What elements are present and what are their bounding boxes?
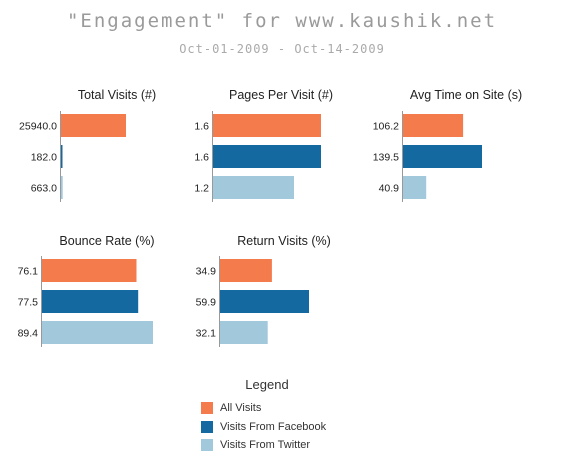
legend-label-facebook: Visits From Facebook xyxy=(220,421,327,433)
chart-5-value-label-2: 59.9 xyxy=(196,297,217,309)
chart-4-bar-1 xyxy=(42,259,137,282)
chart-4-value-label-1: 76.1 xyxy=(18,266,39,278)
chart-2-value-label-1: 1.6 xyxy=(194,121,209,133)
legend-swatch-all-visits xyxy=(201,402,213,414)
chart-1-value-label-2: 182.0 xyxy=(31,152,57,164)
legend-label-twitter: Visits From Twitter xyxy=(220,439,311,451)
chart-3-value-label-1: 106.2 xyxy=(373,121,399,133)
chart-1-bar-2 xyxy=(61,145,63,168)
chart-5-bar-2 xyxy=(220,290,309,313)
legend-swatch-facebook xyxy=(201,421,213,433)
chart-1-bar-3 xyxy=(61,176,63,199)
chart-3-title: Avg Time on Site (s) xyxy=(410,88,522,102)
chart-1-value-label-1: 25940.0 xyxy=(19,121,57,133)
chart-3-bar-3 xyxy=(403,176,427,199)
legend-title: Legend xyxy=(245,377,289,392)
chart-4-value-label-3: 89.4 xyxy=(18,328,39,340)
chart-5-bar-1 xyxy=(220,259,272,282)
date-range: Oct-01-2009 - Oct-14-2009 xyxy=(179,42,385,56)
legend-item-twitter: Visits From Twitter xyxy=(201,438,310,452)
chart-4-title: Bounce Rate (%) xyxy=(59,234,154,248)
chart-3-value-label-3: 40.9 xyxy=(379,183,400,195)
legend-label-all-visits: All Visits xyxy=(220,402,262,414)
chart-2-value-label-2: 1.6 xyxy=(194,152,209,164)
legend-item-all-visits: All Visits xyxy=(201,401,261,415)
chart-4-bar-3 xyxy=(42,321,153,344)
chart-4-value-label-2: 77.5 xyxy=(18,297,39,309)
chart-3-value-label-2: 139.5 xyxy=(373,152,399,164)
chart-5-title: Return Visits (%) xyxy=(237,234,331,248)
chart-5-value-label-1: 34.9 xyxy=(196,266,217,278)
chart-1-bar-1 xyxy=(61,114,126,137)
chart-2-bar-2 xyxy=(213,145,321,168)
chart-5-value-label-3: 32.1 xyxy=(196,328,217,340)
chart-2-value-label-3: 1.2 xyxy=(194,183,209,195)
chart-1-value-label-3: 663.0 xyxy=(31,183,57,195)
legend-swatch-twitter xyxy=(201,439,213,451)
chart-2-title: Pages Per Visit (#) xyxy=(229,88,333,102)
chart-2-bar-3 xyxy=(213,176,294,199)
chart-1-title: Total Visits (#) xyxy=(78,88,156,102)
chart-2-bar-1 xyxy=(213,114,321,137)
chart-3-bar-2 xyxy=(403,145,482,168)
page-title: "Engagement" for www.kaushik.net xyxy=(66,10,498,32)
chart-5-bar-3 xyxy=(220,321,268,344)
chart-4-bar-2 xyxy=(42,290,139,313)
chart-3-bar-1 xyxy=(403,114,464,137)
legend-item-facebook: Visits From Facebook xyxy=(201,420,326,434)
